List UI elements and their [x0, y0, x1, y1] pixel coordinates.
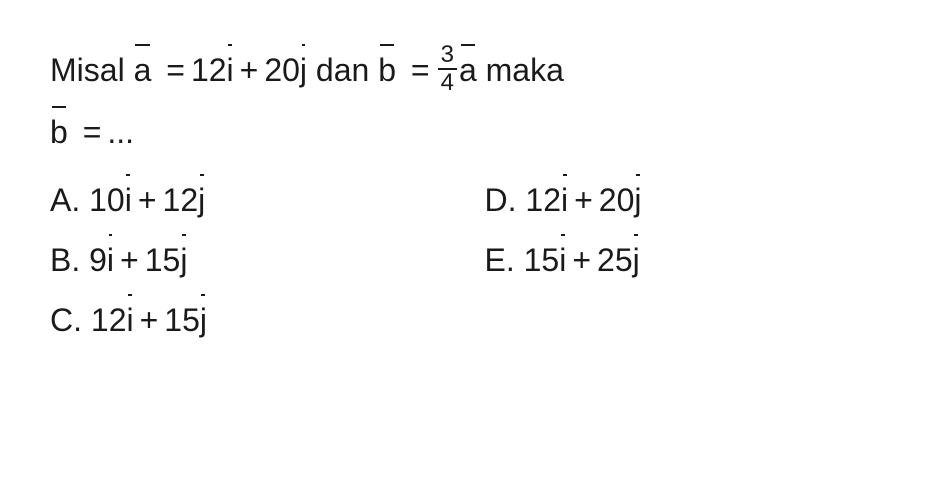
text-misal: Misal [50, 52, 125, 88]
coef-i: 10 [89, 182, 125, 218]
option-label: D. [485, 182, 517, 218]
unit-i: i [107, 230, 114, 286]
option-b: B. 9i+15j [50, 230, 445, 286]
coef-j: 25 [597, 242, 633, 278]
question-line-1: Misal a =12i+20j dan b =34a maka [50, 40, 879, 98]
coef-20: 20 [264, 52, 300, 88]
option-label: E. [485, 242, 515, 278]
plus-sign: + [140, 302, 159, 338]
unit-j: j [180, 230, 187, 286]
unit-i: i [125, 170, 132, 226]
option-a: A. 10i+12j [50, 170, 445, 226]
coef-j: 15 [164, 302, 200, 338]
text-dan: dan [316, 52, 369, 88]
fraction-3-4: 34 [438, 43, 457, 95]
unit-i: i [561, 170, 568, 226]
coef-12: 12 [191, 52, 227, 88]
denominator: 4 [438, 68, 457, 95]
unit-j: j [633, 230, 640, 286]
option-label: C. [50, 302, 82, 338]
coef-i: 12 [525, 182, 561, 218]
coef-j: 12 [163, 182, 199, 218]
option-d: D. 12i+20j [485, 170, 880, 226]
option-e: E. 15i+25j [485, 230, 880, 286]
unit-i: i [126, 290, 133, 346]
unit-j: j [634, 170, 641, 226]
unit-j: j [200, 290, 207, 346]
plus-sign: + [572, 242, 591, 278]
equals-sign: = [83, 114, 102, 150]
math-problem: Misal a =12i+20j dan b =34a maka b =... … [50, 40, 879, 346]
blank-dots: ... [107, 114, 134, 150]
option-label: B. [50, 242, 80, 278]
question-line-2: b =... [50, 102, 879, 158]
text-maka: maka [486, 52, 564, 88]
unit-j: j [198, 170, 205, 226]
option-label: A. [50, 182, 80, 218]
vector-b: b [50, 102, 68, 158]
plus-sign: + [240, 52, 259, 88]
plus-sign: + [138, 182, 157, 218]
coef-j: 20 [599, 182, 635, 218]
numerator: 3 [438, 43, 457, 68]
plus-sign: + [120, 242, 139, 278]
unit-i: i [227, 40, 234, 96]
coef-i: 15 [524, 242, 560, 278]
unit-i: i [559, 230, 566, 286]
equals-sign: = [411, 52, 430, 88]
equals-sign: = [166, 52, 185, 88]
coef-i: 9 [89, 242, 107, 278]
unit-j: j [300, 40, 307, 96]
option-c: C. 12i+15j [50, 290, 445, 346]
vector-a: a [459, 40, 477, 96]
coef-j: 15 [145, 242, 181, 278]
coef-i: 12 [91, 302, 127, 338]
plus-sign: + [574, 182, 593, 218]
answer-options: A. 10i+12j D. 12i+20j B. 9i+15j E. 15i+2… [50, 170, 879, 346]
vector-b: b [378, 40, 396, 96]
vector-a: a [134, 40, 152, 96]
